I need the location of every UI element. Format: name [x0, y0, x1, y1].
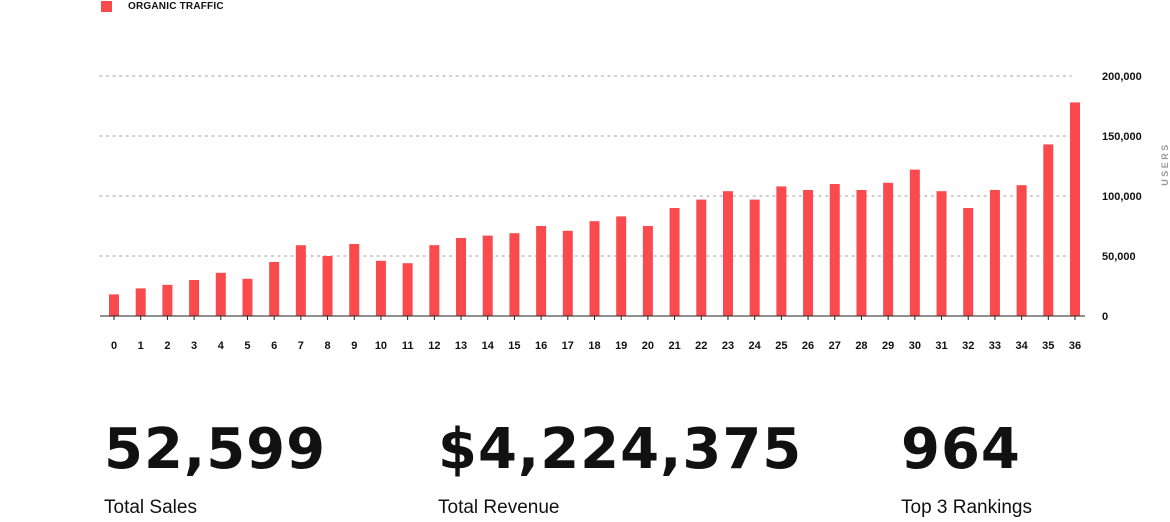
y-tick-label: 100,000 — [1102, 191, 1142, 203]
x-tick-labels: 0 1 2 3 4 5 6 7 8 9 10 11 12 13 14 15 16 17 18 19 20 21 22 23 24… — [111, 316, 1081, 352]
x-tick-label: 8 — [324, 340, 330, 352]
bar — [269, 262, 280, 316]
stat-total-sales: 52,599 Total Sales — [104, 415, 326, 519]
x-tick-label: 22 — [695, 340, 707, 352]
bar — [242, 278, 253, 316]
x-tick-label: 12 — [428, 340, 440, 352]
x-tick-label: 36 — [1069, 340, 1081, 352]
x-tick-label: 31 — [935, 340, 947, 352]
bar — [322, 256, 333, 316]
bar — [509, 233, 520, 316]
y-axis-title: USERS — [1160, 142, 1170, 186]
bar — [642, 226, 653, 316]
bar — [936, 191, 947, 316]
x-tick-label: 4 — [218, 340, 225, 352]
bar — [135, 288, 146, 316]
x-tick-label: 23 — [722, 340, 734, 352]
bar — [429, 245, 440, 316]
y-tick-label: 50,000 — [1102, 251, 1136, 263]
bar — [1070, 102, 1080, 317]
bar — [1043, 144, 1054, 316]
x-tick-label: 16 — [535, 340, 547, 352]
x-tick-label: 13 — [455, 340, 467, 352]
y-tick-label: 200,000 — [1102, 71, 1142, 83]
x-tick-label: 21 — [668, 340, 680, 352]
bar — [1016, 185, 1027, 316]
x-tick-label: 9 — [351, 340, 357, 352]
stat-label: Total Revenue — [438, 497, 560, 518]
legend-label: ORGANIC TRAFFIC — [128, 0, 224, 12]
x-tick-label: 29 — [882, 340, 894, 352]
stat-label: Top 3 Rankings — [901, 497, 1032, 518]
x-tick-label: 0 — [111, 340, 117, 352]
x-tick-label: 35 — [1042, 340, 1054, 352]
x-tick-label: 20 — [642, 340, 654, 352]
x-tick-label: 34 — [1015, 340, 1028, 352]
bar — [109, 294, 119, 316]
x-tick-label: 6 — [271, 340, 277, 352]
x-tick-label: 11 — [402, 340, 414, 352]
bar — [883, 182, 894, 316]
bar — [482, 235, 493, 316]
x-tick-label: 33 — [989, 340, 1001, 352]
bar — [856, 190, 867, 316]
bar — [803, 190, 814, 316]
bar — [349, 244, 360, 316]
x-tick-label: 28 — [855, 340, 867, 352]
bar — [909, 169, 920, 316]
x-tick-label: 14 — [482, 340, 495, 352]
bar — [402, 263, 413, 316]
bar — [989, 190, 1000, 316]
bar — [295, 245, 306, 316]
bar — [963, 208, 974, 316]
x-tick-label: 25 — [775, 340, 787, 352]
bar — [456, 238, 467, 316]
bar — [162, 284, 173, 316]
stat-value: 964 — [901, 417, 1021, 482]
x-tick-label: 1 — [138, 340, 144, 352]
x-tick-label: 5 — [244, 340, 250, 352]
bar — [749, 199, 760, 316]
x-tick-label: 32 — [962, 340, 974, 352]
bar — [189, 280, 200, 316]
x-tick-label: 26 — [802, 340, 814, 352]
x-tick-label: 18 — [588, 340, 600, 352]
bar — [562, 230, 573, 316]
x-tick-label: 30 — [909, 340, 921, 352]
x-tick-label: 2 — [164, 340, 170, 352]
bar — [589, 221, 600, 316]
bar — [669, 208, 680, 316]
x-tick-label: 27 — [829, 340, 841, 352]
x-tick-label: 24 — [749, 340, 762, 352]
x-tick-label: 17 — [562, 340, 574, 352]
stat-top3-rankings: 964 Top 3 Rankings — [901, 415, 1032, 519]
bar — [722, 191, 733, 316]
bar — [776, 186, 787, 316]
gridlines — [99, 75, 1072, 257]
x-tick-label: 15 — [508, 340, 520, 352]
x-tick-label: 7 — [298, 340, 304, 352]
y-tick-labels: 0 50,000 100,000 150,000 200,000 — [1102, 71, 1142, 323]
stat-label: Total Sales — [104, 497, 197, 518]
bar — [375, 260, 386, 316]
chart-legend: ORGANIC TRAFFIC — [101, 0, 224, 12]
bar-chart: 0 1 2 3 4 5 6 7 8 9 10 11 12 13 14 15 16 17 18 19 20 21 22 23 24… — [99, 71, 1170, 352]
x-tick-label: 3 — [191, 340, 197, 352]
stat-total-revenue: $4,224,375 Total Revenue — [438, 415, 802, 519]
bar — [616, 216, 627, 316]
stat-value: $4,224,375 — [438, 417, 803, 482]
bar — [536, 226, 547, 316]
bars — [109, 102, 1080, 317]
bar — [829, 184, 840, 316]
legend-swatch — [101, 0, 112, 12]
y-tick-label: 150,000 — [1102, 131, 1142, 143]
bar — [696, 199, 707, 316]
x-tick-label: 10 — [375, 340, 387, 352]
x-tick-label: 19 — [615, 340, 627, 352]
y-tick-label: 0 — [1102, 311, 1108, 323]
stat-value: 52,599 — [104, 417, 327, 482]
bar — [215, 272, 226, 316]
